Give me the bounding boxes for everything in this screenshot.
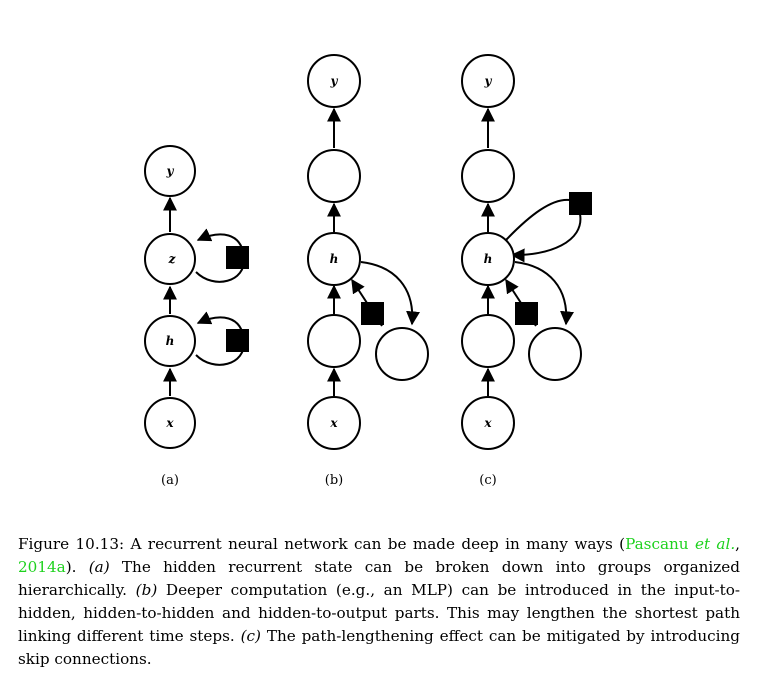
citation-year[interactable]: 2014a [18, 558, 66, 576]
recurrent-delay-square-h [226, 329, 249, 352]
node-mlp-out [462, 150, 514, 202]
caption-part-b-label: (b) [136, 581, 158, 599]
caption-after-cite: ). [66, 558, 89, 576]
panel-b-label: (b) [325, 473, 343, 488]
recurrent-delay-square [515, 302, 538, 325]
node-z-label: z [168, 252, 177, 266]
panel-c-label: (c) [479, 473, 496, 488]
node-x-label: x [329, 416, 338, 430]
citation-author[interactable]: Pascanu [625, 535, 689, 553]
node-mlp-hidden [529, 328, 581, 380]
node-y-label: y [166, 164, 175, 178]
node-y-label: y [330, 74, 339, 88]
panel-a: y z h x (a) [145, 146, 249, 488]
node-mlp-out [308, 150, 360, 202]
panel-c: y h x (c) [462, 55, 592, 488]
figure-diagram: y z h x (a) y h x (b) [0, 0, 757, 500]
node-h-label: h [330, 252, 339, 266]
skip-connection-loop [506, 200, 570, 240]
node-y-label: y [484, 74, 493, 88]
node-x-label: x [165, 416, 174, 430]
node-x-label: x [483, 416, 492, 430]
node-mlp-in [308, 315, 360, 367]
recurrent-delay-square-z [226, 246, 249, 269]
node-h-label: h [484, 252, 493, 266]
node-mlp-hidden [376, 328, 428, 380]
recurrent-delay-square [361, 302, 384, 325]
node-mlp-in [462, 315, 514, 367]
skip-connection-return [512, 214, 580, 255]
figure-caption: Figure 10.13: A recurrent neural network… [18, 533, 740, 671]
skip-delay-square [569, 192, 592, 215]
caption-prefix: Figure 10.13: A recurrent neural network… [18, 535, 625, 553]
citation-sep: , [735, 535, 740, 553]
panel-b: y h x (b) [308, 55, 428, 488]
panel-a-label: (a) [161, 473, 179, 488]
citation-etal[interactable]: et al. [695, 535, 735, 553]
caption-part-a-label: (a) [89, 558, 110, 576]
caption-part-c-label: (c) [241, 627, 261, 645]
node-h-label: h [166, 334, 175, 348]
